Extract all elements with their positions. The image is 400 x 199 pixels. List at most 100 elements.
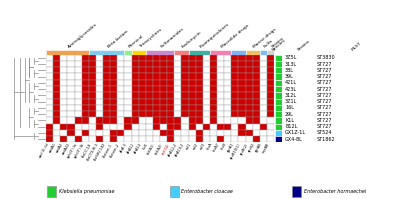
Bar [74, 86, 82, 92]
Bar [146, 67, 153, 73]
Bar [253, 136, 260, 142]
Bar [253, 55, 260, 61]
Text: fosA: fosA [206, 142, 214, 151]
Bar [224, 130, 231, 136]
Bar [224, 99, 231, 105]
Bar [203, 117, 210, 124]
Bar [203, 130, 210, 136]
Bar [117, 130, 124, 136]
Bar [110, 73, 117, 80]
Bar [224, 117, 231, 124]
Bar [203, 80, 210, 86]
Text: gyrA1: gyrA1 [226, 142, 235, 153]
Bar [110, 130, 117, 136]
Bar [139, 86, 146, 92]
Bar [89, 136, 96, 142]
Bar [67, 55, 74, 61]
Bar [167, 92, 174, 99]
Bar [203, 55, 210, 61]
Bar [275, 117, 282, 124]
Bar [174, 136, 181, 142]
Text: Fosfomycin: Fosfomycin [181, 30, 203, 49]
Bar [67, 117, 74, 124]
Bar [53, 124, 60, 130]
Bar [210, 111, 217, 117]
Bar [267, 124, 274, 130]
Text: ST3830: ST3830 [317, 55, 336, 60]
Bar [181, 61, 188, 67]
Bar [60, 67, 67, 73]
Bar [67, 105, 74, 111]
Bar [231, 130, 238, 136]
Bar [117, 55, 124, 61]
Bar [210, 124, 217, 130]
Bar [153, 124, 160, 130]
Bar [53, 61, 60, 67]
Bar [146, 86, 153, 92]
Bar [217, 86, 224, 92]
Bar [210, 99, 217, 105]
Bar [267, 130, 274, 136]
Bar [188, 92, 196, 99]
Bar [74, 99, 82, 105]
Bar [188, 61, 196, 67]
Text: Beta-lactam: Beta-lactam [106, 29, 130, 49]
Bar [217, 99, 224, 105]
Bar [160, 55, 167, 61]
Bar [139, 61, 146, 67]
Bar [60, 99, 67, 105]
Bar [174, 130, 181, 136]
Bar [74, 117, 82, 124]
Bar [246, 61, 253, 67]
Bar [53, 55, 60, 61]
Bar [139, 111, 146, 117]
Bar [96, 99, 103, 105]
Bar [132, 130, 139, 136]
Bar [132, 111, 139, 117]
Bar [132, 124, 139, 130]
Text: oqxAB: oqxAB [261, 142, 270, 154]
Bar [246, 92, 253, 99]
Bar [110, 124, 117, 130]
Bar [153, 130, 160, 136]
Bar [124, 86, 132, 92]
Bar [160, 86, 167, 92]
Bar [275, 99, 282, 105]
Bar [238, 117, 246, 124]
Bar [82, 73, 89, 80]
Bar [260, 55, 267, 61]
Text: aadA2: aadA2 [55, 142, 64, 154]
Bar [146, 99, 153, 105]
Bar [89, 55, 96, 61]
Bar [196, 117, 203, 124]
Bar [217, 92, 224, 99]
Bar [210, 117, 217, 124]
Bar [246, 117, 253, 124]
Bar [124, 130, 132, 136]
Bar [139, 92, 146, 99]
Bar [124, 117, 132, 124]
Bar [260, 73, 267, 80]
Bar [231, 136, 238, 142]
Bar [188, 117, 196, 124]
Bar [174, 61, 181, 67]
Text: Aminoglycosides: Aminoglycosides [67, 22, 98, 49]
Text: blaSHV-182: blaSHV-182 [93, 142, 106, 162]
Bar [53, 136, 60, 142]
Bar [196, 136, 203, 142]
Bar [275, 105, 282, 111]
Bar [160, 80, 167, 86]
Bar [260, 130, 267, 136]
Bar [260, 105, 267, 111]
Bar [46, 67, 53, 73]
Bar [275, 136, 282, 142]
Text: ST727: ST727 [317, 118, 332, 123]
Bar [203, 105, 210, 111]
Bar [67, 73, 74, 80]
Text: blaCC-18: blaCC-18 [81, 142, 92, 158]
Bar [238, 61, 246, 67]
Text: fosB: fosB [220, 142, 228, 151]
Bar [146, 105, 153, 111]
Bar [89, 111, 96, 117]
Bar [174, 55, 181, 61]
